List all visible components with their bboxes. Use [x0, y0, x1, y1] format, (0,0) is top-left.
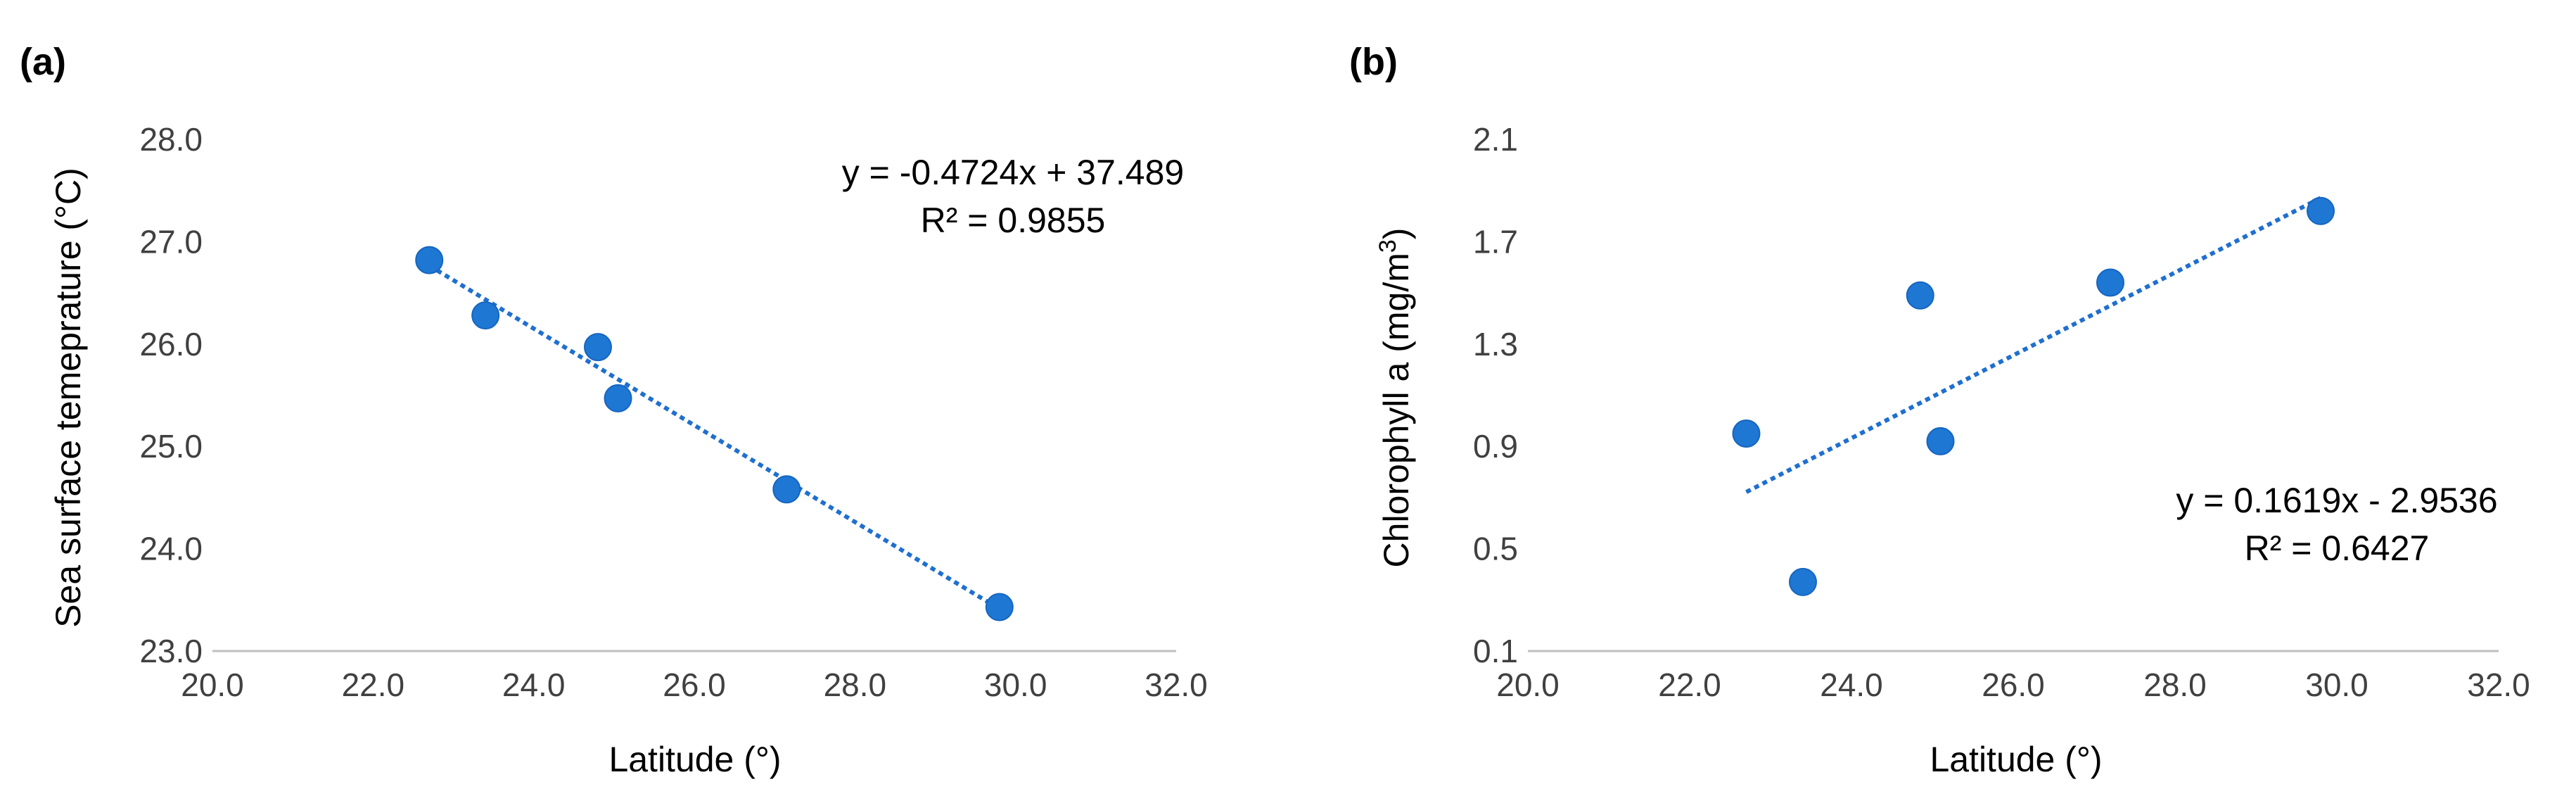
panel-b-x-tick-label: 28.0: [2143, 667, 2207, 703]
panel-b-y-tick-label: 1.7: [1473, 223, 1518, 260]
panel-a-equation: y = -0.4724x + 37.489: [842, 153, 1184, 192]
panel-a-x-axis-title: Latitude (°): [608, 740, 781, 779]
panel-a-x-tick-label: 20.0: [181, 667, 244, 703]
panel-b-trendline: [1745, 196, 2322, 494]
panel-a-x-tick-label: 30.0: [984, 667, 1047, 703]
panel-b-y-axis-title-end: ): [1377, 228, 1416, 240]
panel-a-temperature: (a) 23.0 24.0 25.0 26.0 27.0 28.0 20.0 22.0 24.…: [20, 41, 1208, 779]
panel-b-y-axis-title: Chlorophyll a (mg/m3): [1375, 228, 1416, 568]
panel-a-x-tick-label: 26.0: [663, 667, 726, 703]
panel-b-y-tick-label: 0.5: [1473, 531, 1518, 567]
panel-a-data-point: [471, 301, 500, 330]
panel-b-data-point: [2096, 268, 2124, 297]
panel-b-data-point: [1906, 281, 1934, 310]
panel-b-x-tick-label: 30.0: [2305, 667, 2368, 703]
panel-b-r-squared: R² = 0.6427: [2245, 529, 2430, 568]
panel-a-y-tick-label: 28.0: [139, 121, 203, 158]
panel-a-r-squared: R² = 0.9855: [921, 201, 1106, 240]
panel-a-y-tick-label: 27.0: [139, 223, 203, 260]
panel-b-label: (b): [1349, 41, 1398, 83]
panel-b-data-point: [2307, 196, 2335, 225]
panel-b-y-tick-label: 0.1: [1473, 633, 1518, 669]
panel-a-points: [415, 246, 1014, 621]
panel-b-x-tick-label: 32.0: [2467, 667, 2530, 703]
panel-b-chlorophyll: (b) 0.10.50.91.31.72.1 20.0 22.0 24.0 26.0 2…: [1349, 41, 2530, 779]
panel-a-data-point: [772, 475, 801, 504]
panel-a-y-axis-title: Sea surface temeprature (°C): [49, 168, 88, 628]
panel-a-y-tick-label: 23.0: [139, 633, 203, 669]
panel-a-y-tick-label: 24.0: [139, 531, 203, 567]
panel-b-x-tick-label: 24.0: [1820, 667, 1883, 703]
panel-a-x-tick-label: 24.0: [502, 667, 566, 703]
panel-a-x-tick-label: 22.0: [342, 667, 405, 703]
panel-b-x-ticks: 20.0 22.0 24.0 26.0 28.0 30.0 32.0: [1496, 667, 2530, 703]
panel-b-x-axis-title: Latitude (°): [1930, 740, 2102, 779]
panel-b-equation: y = 0.1619x - 2.9536: [2176, 481, 2497, 520]
panel-a-y-ticks: 23.0 24.0 25.0 26.0 27.0 28.0: [139, 121, 203, 669]
panel-b-data-point: [1789, 567, 1817, 596]
panel-a-x-tick-label: 28.0: [824, 667, 887, 703]
panel-b-y-ticks: 0.1 0.5 0.9 1.3 1.7 2.1: [1473, 121, 1518, 669]
panel-b-y-tick-label: 0.9: [1473, 428, 1518, 465]
panel-b-x-tick-label: 20.0: [1496, 667, 1560, 703]
panel-b-x-tick-label: 26.0: [1982, 667, 2045, 703]
panel-b-data-point: [1926, 427, 1955, 455]
panel-a-data-point: [415, 246, 444, 274]
panel-b-y-tick-label: 2.1: [1473, 121, 1518, 158]
panel-a-x-ticks: 20.0 22.0 24.0 26.0 28.0 30.0 32.0: [181, 667, 1208, 703]
panel-a-data-point: [985, 593, 1014, 621]
panel-a-x-tick-label: 32.0: [1144, 667, 1208, 703]
panel-b-x-tick-label: 22.0: [1658, 667, 1721, 703]
panel-a-trendline: [428, 263, 1001, 611]
panel-a-y-tick-label: 25.0: [139, 428, 203, 465]
panel-a-data-point: [604, 384, 632, 412]
panel-b-y-tick-label: 1.3: [1473, 326, 1518, 362]
panel-a-data-point: [584, 333, 612, 362]
panel-b-y-axis-title-sup: 3: [1375, 239, 1401, 253]
panel-b-data-point: [1732, 419, 1761, 448]
panel-a-y-tick-label: 26.0: [139, 326, 203, 362]
panel-b-points: [1732, 196, 2335, 596]
panel-a-label: (a): [20, 41, 66, 83]
panel-b-y-axis-title-main: Chlorophyll a (mg/m: [1377, 253, 1416, 567]
